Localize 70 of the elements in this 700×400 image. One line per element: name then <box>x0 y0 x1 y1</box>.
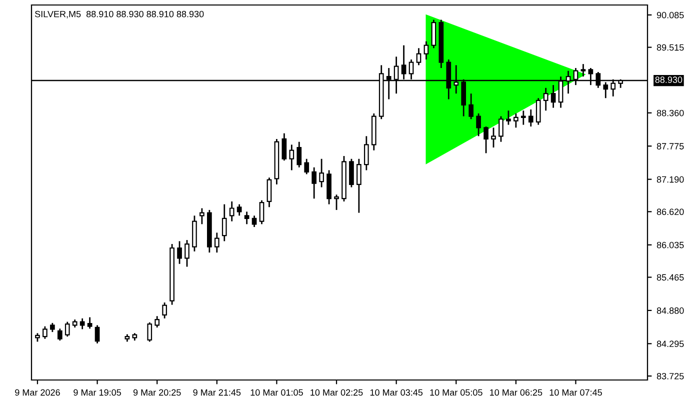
candlestick <box>236 204 242 216</box>
candlestick <box>431 19 436 49</box>
candlestick <box>543 87 548 112</box>
candlestick <box>162 302 167 320</box>
candlestick <box>476 112 481 137</box>
candlestick <box>289 144 294 171</box>
x-tick-label: 10 Mar 03:45 <box>370 389 423 396</box>
candlestick <box>154 315 160 328</box>
x-tick-label: 10 Mar 01:05 <box>250 389 303 396</box>
text: SILVER,M5 88.910 88.930 88.910 88.930 <box>34 10 204 18</box>
candlestick <box>334 194 339 211</box>
candlestick <box>259 200 264 225</box>
candlestick <box>484 126 488 154</box>
candlestick <box>214 232 220 254</box>
candlestick <box>64 321 70 338</box>
candlestick <box>42 326 48 340</box>
candlestick <box>580 63 586 78</box>
candlestick <box>80 318 85 330</box>
y-tick-label: 89.515 <box>656 44 684 51</box>
candlestick <box>319 158 324 188</box>
y-tick-label: 86.035 <box>656 242 684 248</box>
candlestick <box>266 176 272 208</box>
x-tick-label: 9 Mar 19:05 <box>74 389 121 396</box>
candlestick <box>304 158 310 175</box>
candlestick <box>520 110 526 126</box>
x-tick-label: 10 Mar 02:25 <box>310 389 363 396</box>
y-tick-label: 88.360 <box>656 110 684 116</box>
y-tick-label: 90.085 <box>656 12 684 18</box>
candlestick <box>200 208 204 225</box>
candlestick <box>177 240 182 265</box>
y-tick-label: 87.190 <box>656 176 684 183</box>
candlestick <box>416 47 422 66</box>
x-tick-label: 10 Mar 07:45 <box>550 389 602 396</box>
candlestick <box>498 116 504 143</box>
candlestick <box>506 110 511 126</box>
candlestick <box>528 108 534 128</box>
candlestick <box>424 40 429 60</box>
ref-line-label: 88.930 <box>655 76 682 83</box>
candlestick <box>468 92 474 120</box>
candlestick <box>229 200 234 222</box>
candlestick <box>57 328 62 342</box>
y-tick-label: 84.295 <box>656 340 684 348</box>
y-tick-label: 85.465 <box>656 274 684 281</box>
candlestick <box>244 210 250 225</box>
candlestick <box>364 135 369 171</box>
y-tick-label: 84.880 <box>656 307 684 314</box>
candlestick <box>550 84 556 108</box>
candlestick <box>50 322 55 333</box>
candlestick <box>222 204 227 242</box>
candlestick <box>184 239 190 268</box>
x-tick-label: 9 Mar 21:45 <box>193 389 241 396</box>
y-tick-label: 87.775 <box>656 143 684 150</box>
candlestick <box>312 166 317 200</box>
candlestick <box>94 324 100 344</box>
y-tick-label: 86.620 <box>656 208 684 216</box>
candlestick <box>147 322 152 342</box>
x-tick-label: 9 Mar 20:25 <box>133 389 181 396</box>
y-tick-label: 83.725 <box>656 372 684 380</box>
x-tick-label: 10 Mar 06:25 <box>490 389 542 396</box>
candlestick <box>491 126 496 148</box>
candlestick <box>87 316 92 330</box>
candlestick <box>349 158 354 188</box>
x-tick-label: 9 Mar 2026 <box>15 389 60 396</box>
candlestick <box>282 132 287 162</box>
candlestick <box>356 158 362 214</box>
candlestick <box>536 97 541 126</box>
candlestick <box>514 112 518 128</box>
candlestick <box>296 141 302 168</box>
x-tick-label: 10 Mar 05:05 <box>430 389 482 396</box>
candlestick <box>252 214 257 228</box>
